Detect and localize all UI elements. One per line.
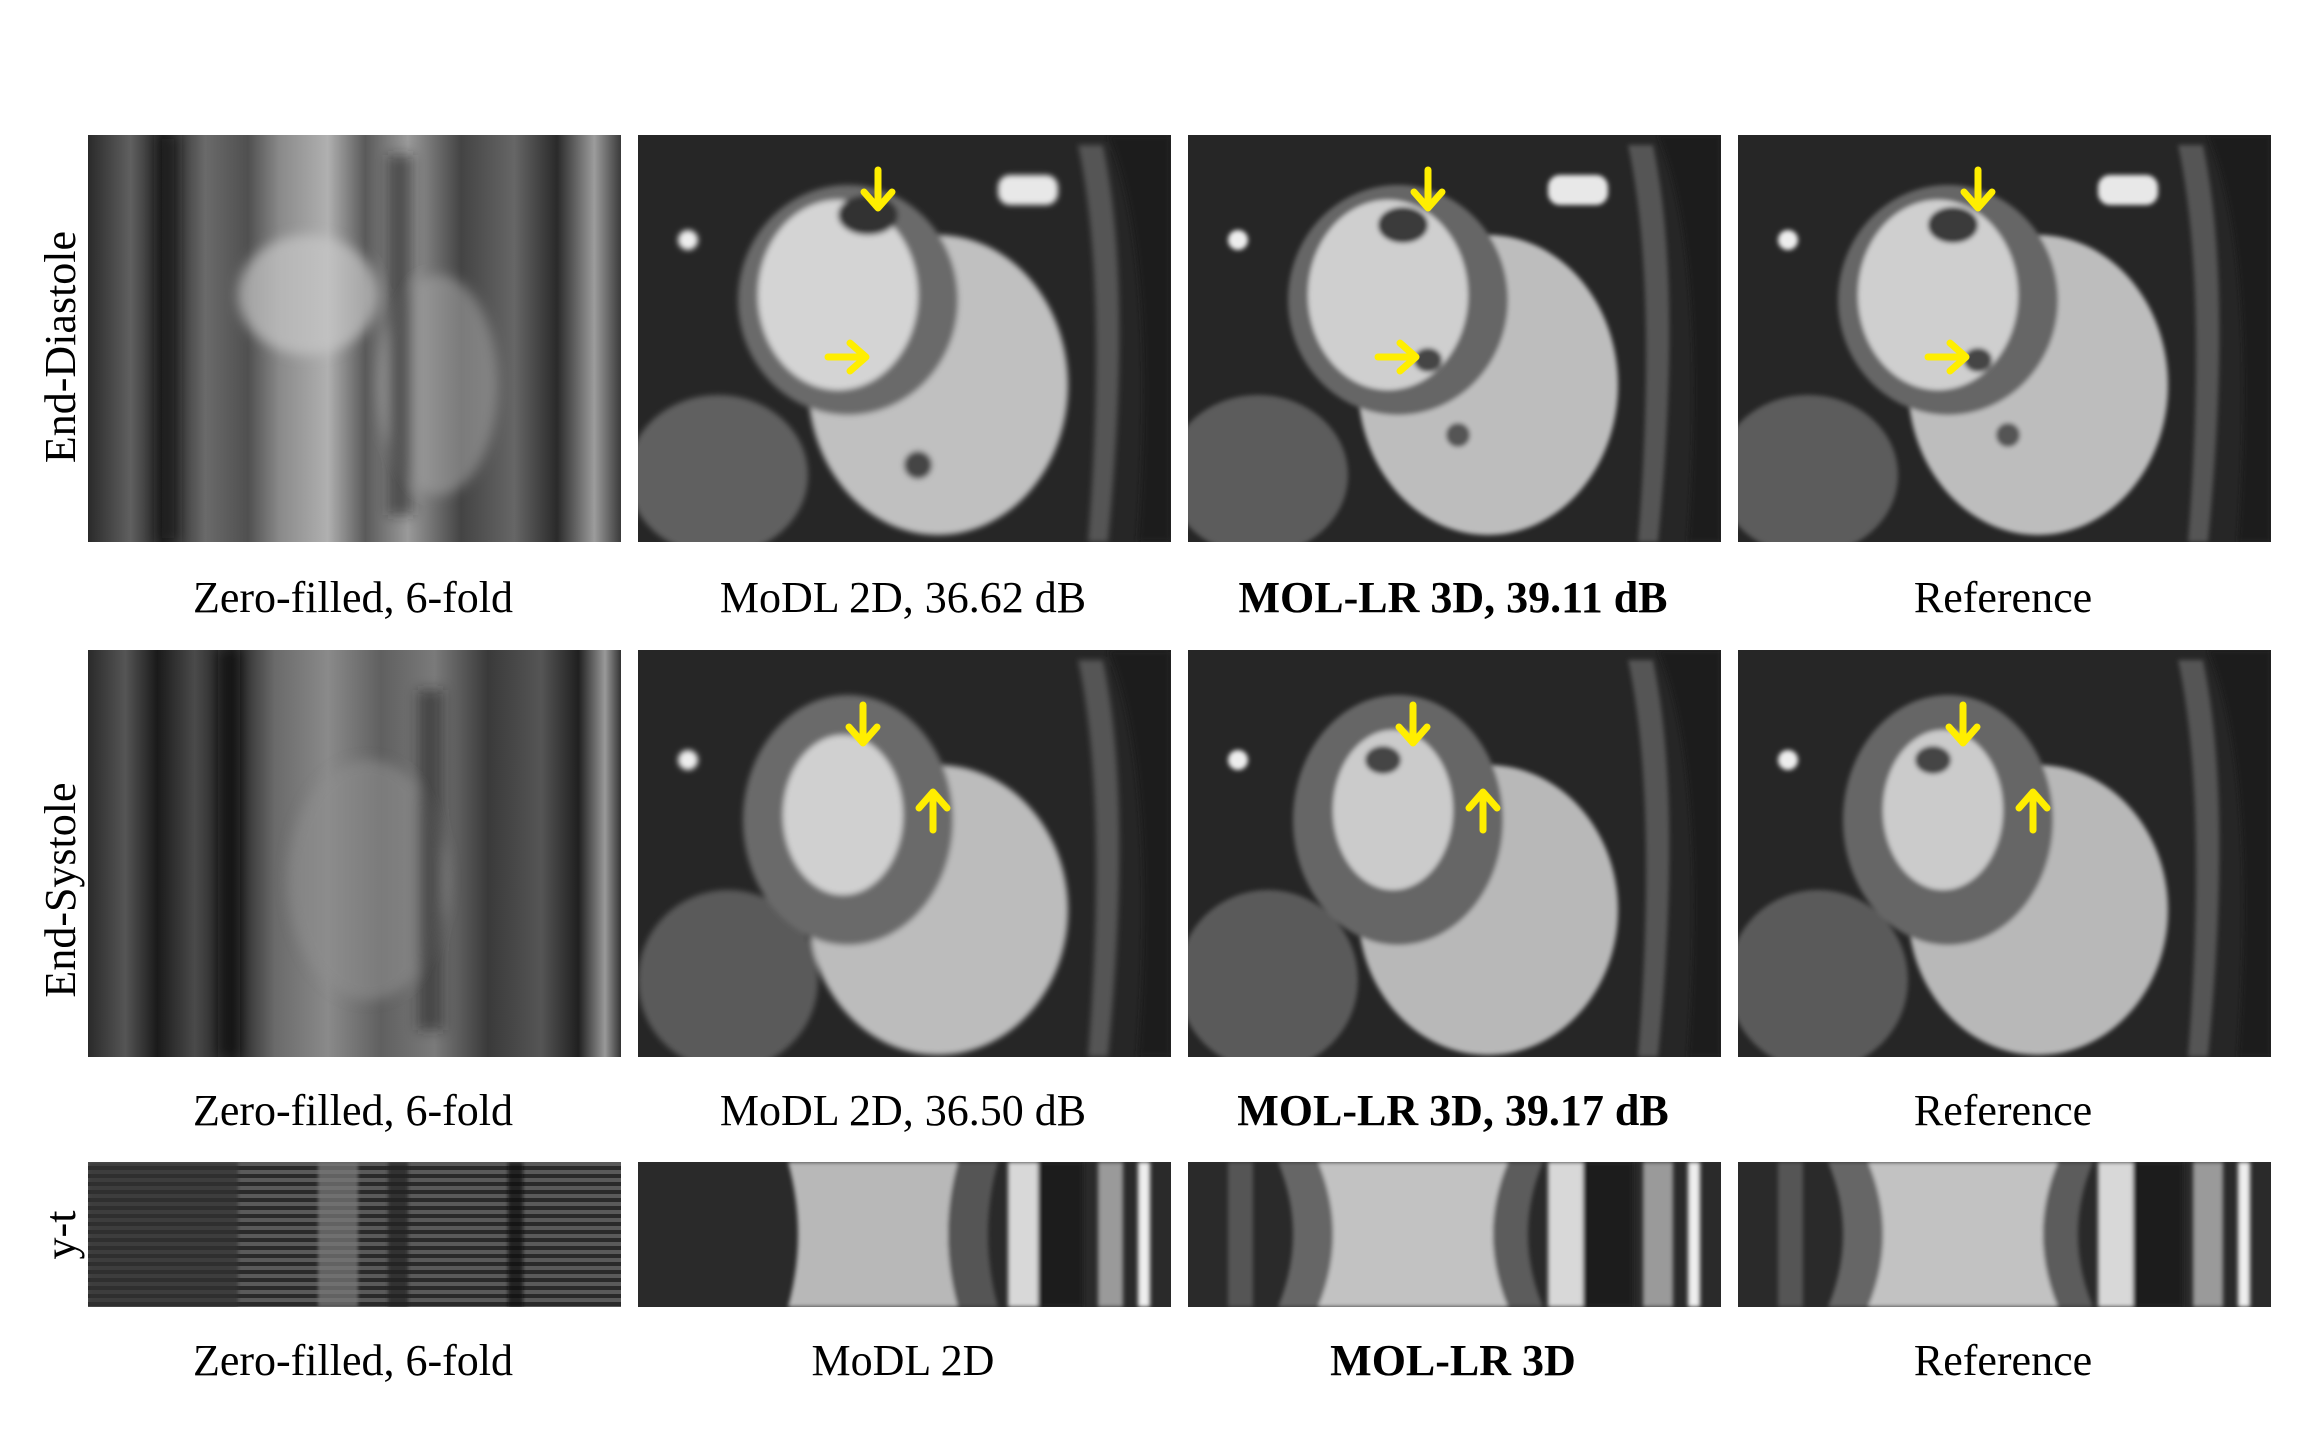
panel-y-t-modl [638,1162,1171,1307]
caption-end-diastole-reference: Reference [1913,573,2093,622]
panel-end-diastole-modl [638,135,1171,542]
caption-y-t-mol-lr: MOL-LR 3D [1330,1336,1576,1385]
row-label-y-t: y-t [35,1210,85,1260]
panel-end-systole-reference [1738,650,2271,1057]
caption-end-diastole-zero-filled: Zero-filled, 6-fold [192,573,514,622]
caption-y-t-modl: MoDL 2D [811,1336,995,1385]
panel-end-diastole-zero-filled [88,135,621,542]
panel-end-diastole-reference [1738,135,2271,542]
panel-end-diastole-mol-lr [1188,135,1721,542]
panel-end-systole-modl [638,650,1171,1057]
caption-end-diastole-modl: MoDL 2D, 36.62 dB [719,573,1087,622]
panel-y-t-reference [1738,1162,2271,1307]
caption-end-systole-mol-lr: MOL-LR 3D, 39.17 dB [1237,1086,1669,1135]
caption-y-t-zero-filled: Zero-filled, 6-fold [192,1336,514,1385]
caption-end-systole-reference: Reference [1913,1086,2093,1135]
caption-end-systole-zero-filled: Zero-filled, 6-fold [192,1086,514,1135]
caption-end-diastole-mol-lr: MOL-LR 3D, 39.11 dB [1238,573,1668,622]
caption-end-systole-modl: MoDL 2D, 36.50 dB [719,1086,1087,1135]
caption-y-t-reference: Reference [1913,1336,2093,1385]
row-label-end-diastole: End-Diastole [35,230,85,464]
panel-end-systole-zero-filled [88,650,621,1057]
panel-end-systole-mol-lr [1188,650,1721,1057]
panel-y-t-zero-filled [88,1162,621,1307]
panel-y-t-mol-lr [1188,1162,1721,1307]
row-label-end-systole: End-Systole [35,782,85,998]
